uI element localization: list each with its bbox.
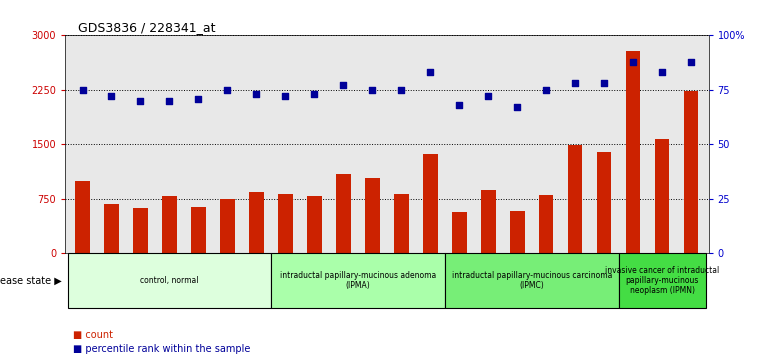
Point <box>482 93 494 99</box>
Bar <box>220 199 234 253</box>
Point <box>280 93 292 99</box>
Bar <box>68 253 271 308</box>
Text: intraductal papillary-mucinous adenoma
(IPMA): intraductal papillary-mucinous adenoma (… <box>280 271 436 290</box>
Point <box>685 59 697 64</box>
Point <box>569 80 581 86</box>
Bar <box>271 253 445 308</box>
Point <box>134 98 146 103</box>
Text: GDS3836 / 228341_at: GDS3836 / 228341_at <box>78 21 215 34</box>
Bar <box>307 196 322 253</box>
Bar <box>626 51 640 253</box>
Point <box>192 96 205 101</box>
Point <box>453 102 466 108</box>
Bar <box>510 211 525 253</box>
Bar <box>481 190 496 253</box>
Point <box>395 87 408 93</box>
Point <box>106 93 118 99</box>
Bar <box>445 253 619 308</box>
Bar <box>133 208 148 253</box>
Bar <box>619 253 705 308</box>
Text: control, normal: control, normal <box>140 276 198 285</box>
Bar <box>539 195 554 253</box>
Bar <box>394 194 408 253</box>
Point <box>656 70 668 75</box>
Point <box>337 82 349 88</box>
Text: invasive cancer of intraductal
papillary-mucinous
neoplasm (IPMN): invasive cancer of intraductal papillary… <box>605 266 719 296</box>
Bar <box>423 154 437 253</box>
Bar <box>162 196 177 253</box>
Bar <box>75 181 90 253</box>
Text: ■ count: ■ count <box>73 330 113 339</box>
Bar <box>597 152 611 253</box>
Point <box>77 87 89 93</box>
Bar <box>336 174 351 253</box>
Bar <box>249 192 264 253</box>
Point <box>366 87 378 93</box>
Point <box>598 80 611 86</box>
Bar <box>568 145 582 253</box>
Point <box>163 98 175 103</box>
Point <box>424 70 437 75</box>
Bar <box>104 204 119 253</box>
Bar <box>278 194 293 253</box>
Bar <box>192 207 206 253</box>
Bar <box>684 91 699 253</box>
Bar <box>365 178 380 253</box>
Point <box>511 104 523 110</box>
Point <box>627 59 640 64</box>
Text: ■ percentile rank within the sample: ■ percentile rank within the sample <box>73 344 250 354</box>
Point <box>308 91 320 97</box>
Bar <box>655 139 669 253</box>
Point <box>250 91 263 97</box>
Text: disease state ▶: disease state ▶ <box>0 275 61 286</box>
Text: intraductal papillary-mucinous carcinoma
(IPMC): intraductal papillary-mucinous carcinoma… <box>452 271 612 290</box>
Bar <box>452 212 466 253</box>
Point <box>540 87 552 93</box>
Point <box>221 87 234 93</box>
